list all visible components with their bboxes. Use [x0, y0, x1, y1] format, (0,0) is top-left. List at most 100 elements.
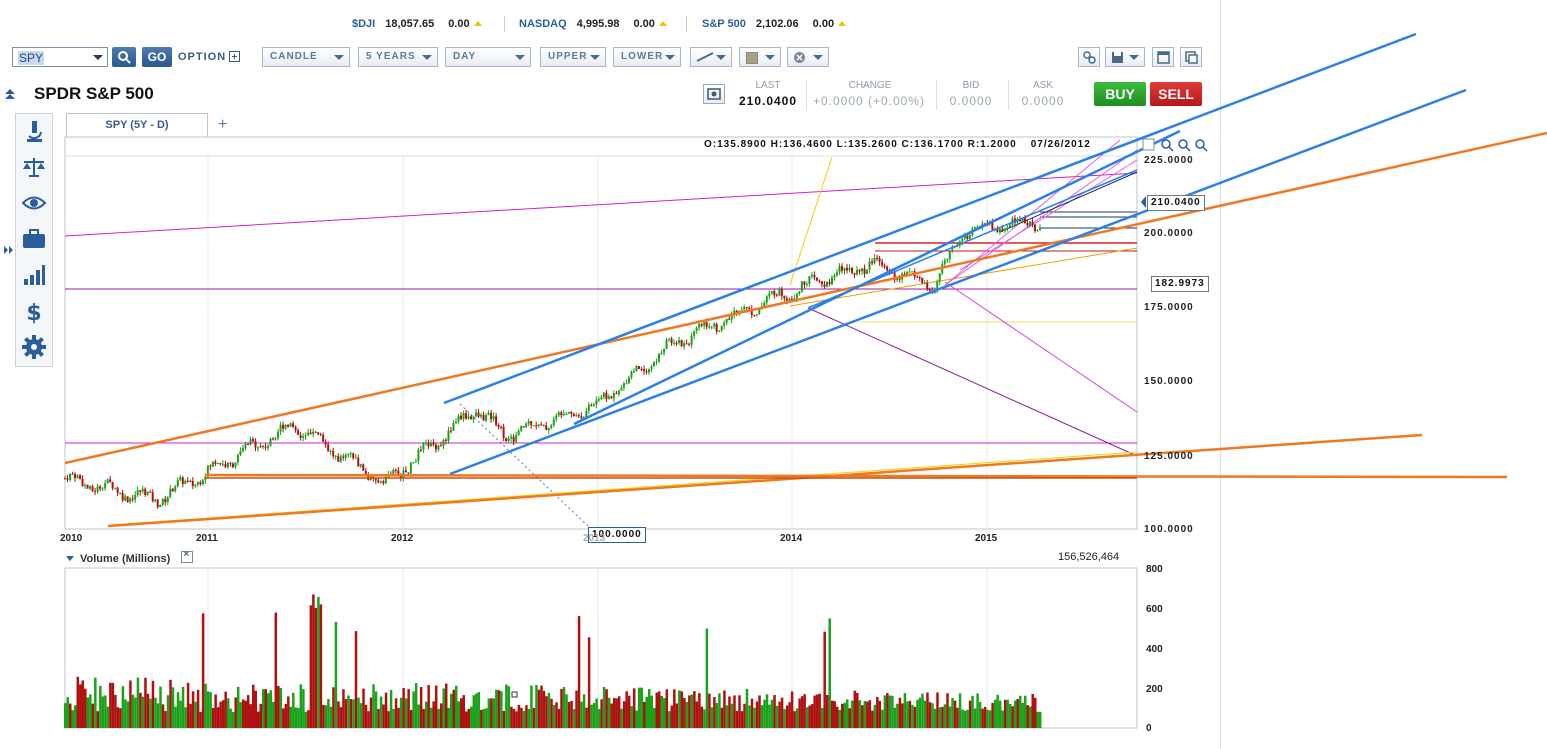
- volume-bar: [577, 616, 581, 728]
- chart-snapshot-icon: [707, 88, 721, 100]
- interval-select[interactable]: DAY: [445, 47, 531, 67]
- sell-button[interactable]: SELL: [1150, 82, 1202, 106]
- close-icon[interactable]: ×: [181, 549, 194, 563]
- chevron-down-icon: [813, 55, 823, 60]
- volume-bar: [139, 692, 142, 728]
- expand-panel-icon[interactable]: [3, 244, 15, 256]
- candle-body: [996, 228, 999, 233]
- volume-bar: [304, 711, 308, 728]
- search-button[interactable]: [112, 47, 136, 67]
- candle-body: [487, 412, 490, 416]
- go-button[interactable]: GO: [142, 47, 172, 67]
- delete-drawings-select[interactable]: [787, 47, 829, 67]
- candle-body: [490, 412, 493, 420]
- color-select[interactable]: [739, 47, 781, 67]
- ticker-nasdaq[interactable]: NASDAQ 4,995.98 0.00: [519, 18, 667, 30]
- candlestick-series: [64, 214, 1041, 509]
- candle-body: [99, 486, 102, 489]
- tab-spy-chart[interactable]: SPY (5Y - D): [66, 113, 208, 137]
- ticker-divider: [686, 16, 687, 32]
- volume-bar: [557, 708, 561, 728]
- volume-bar: [610, 703, 613, 728]
- volume-bar: [828, 618, 831, 728]
- buy-button[interactable]: BUY: [1094, 82, 1146, 106]
- candle-body: [254, 441, 257, 448]
- candle-body: [344, 454, 347, 458]
- volume-bar: [617, 696, 621, 728]
- volume-bar: [632, 688, 636, 728]
- ticker-sp500[interactable]: S&P 500 2,102.06 0.00: [702, 18, 847, 30]
- volume-bar: [846, 699, 849, 728]
- candle-body: [770, 291, 773, 294]
- candle-body: [627, 377, 630, 384]
- volume-bar: [211, 707, 215, 728]
- candle-body: [284, 424, 287, 429]
- candle-body: [866, 269, 869, 274]
- chevron-down-icon[interactable]: [93, 55, 103, 60]
- briefcase-icon[interactable]: [21, 226, 47, 252]
- microscope-icon[interactable]: [21, 118, 47, 144]
- volume-bar: [91, 703, 95, 728]
- candle-body: [926, 282, 929, 289]
- candle-body: [444, 439, 447, 441]
- volume-bar: [565, 694, 568, 728]
- eye-icon[interactable]: [21, 190, 47, 216]
- collapse-up-icon[interactable]: [4, 88, 16, 100]
- symbol-input[interactable]: SPY: [12, 47, 108, 67]
- ticker-dji[interactable]: $DJI 18,057.65 0.00: [352, 18, 482, 30]
- candle-body: [269, 438, 272, 446]
- volume-bar: [803, 694, 806, 728]
- add-tab-button[interactable]: +: [218, 116, 228, 133]
- volume-bar: [214, 694, 217, 728]
- popout-button[interactable]: [1180, 47, 1202, 67]
- drawing-tool-select[interactable]: [690, 47, 732, 67]
- volume-bar: [352, 699, 355, 728]
- candle-body: [703, 322, 706, 326]
- volume-bar: [808, 705, 811, 728]
- volume-bar: [901, 703, 904, 728]
- window-button[interactable]: [1152, 47, 1174, 67]
- candle-body: [537, 424, 540, 426]
- candle-body: [828, 281, 831, 285]
- cursor-price-tag: 100.0000: [588, 527, 646, 543]
- lower-study-select[interactable]: LOWER: [613, 47, 681, 67]
- volume-bar: [520, 707, 523, 728]
- balance-scale-icon[interactable]: [21, 154, 47, 180]
- snapshot-button[interactable]: [703, 84, 725, 104]
- volume-bar: [119, 708, 122, 728]
- candle-body: [414, 461, 417, 463]
- x-tick-label: 2012: [391, 533, 414, 544]
- expand-plus-icon[interactable]: [229, 51, 240, 62]
- candle-body: [262, 445, 265, 447]
- candle-body: [668, 338, 671, 340]
- save-select[interactable]: [1105, 47, 1145, 67]
- chart-type-select[interactable]: CANDLE: [262, 47, 350, 67]
- option-label[interactable]: OPTION: [178, 51, 227, 63]
- candle-body: [156, 499, 159, 508]
- candle-body: [462, 413, 465, 420]
- upper-study-select[interactable]: UPPER: [540, 47, 606, 67]
- candle-body: [424, 442, 427, 444]
- candle-body: [302, 436, 305, 438]
- candle-body: [452, 422, 455, 431]
- settings-tool-button[interactable]: [1078, 47, 1100, 67]
- candle-body: [497, 424, 500, 427]
- candle-body: [572, 413, 575, 416]
- dollar-icon[interactable]: $: [21, 298, 47, 324]
- candle-body: [763, 302, 766, 307]
- volume-bar: [745, 688, 749, 728]
- candle-body: [357, 457, 360, 467]
- symbol-input-value: SPY: [18, 51, 45, 65]
- volume-bar: [462, 695, 466, 728]
- candle-body: [287, 424, 290, 427]
- ticker-change: 0.00: [633, 18, 655, 30]
- collapse-down-icon[interactable]: [66, 556, 74, 561]
- volume-bar: [176, 692, 180, 728]
- gear-icon[interactable]: [21, 334, 47, 360]
- period-select[interactable]: 5 YEARS: [358, 47, 438, 67]
- candle-body: [495, 416, 498, 425]
- bar-chart-icon[interactable]: [21, 262, 47, 288]
- candle-body: [279, 424, 282, 432]
- zoom-controls[interactable]: [1142, 138, 1208, 152]
